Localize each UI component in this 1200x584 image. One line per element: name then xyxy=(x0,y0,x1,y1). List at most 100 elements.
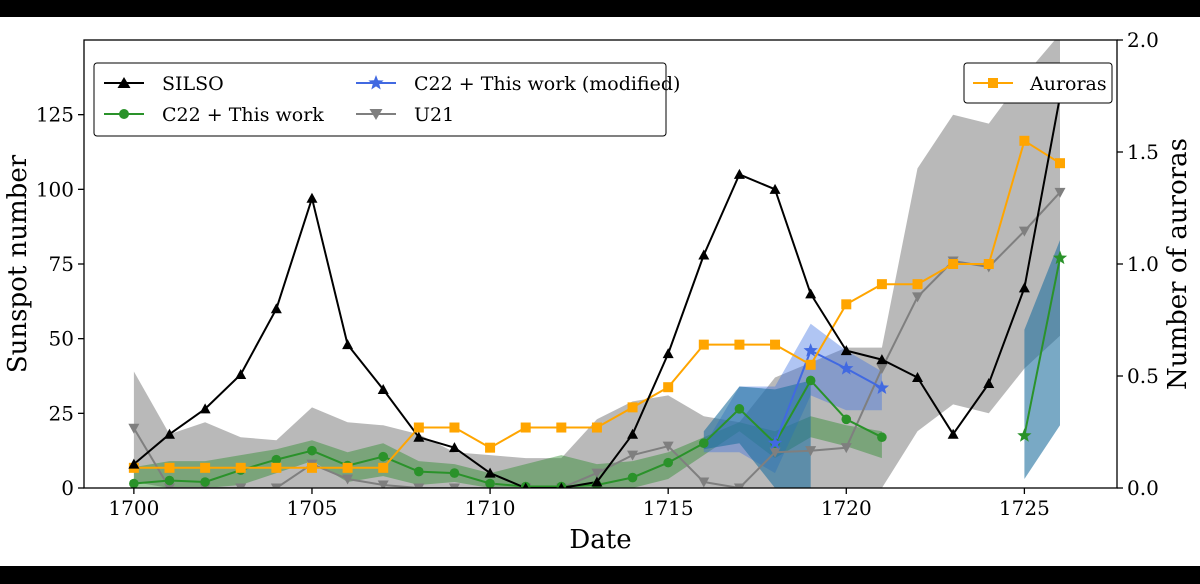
y-right-tick-label-0: 0.0 xyxy=(1127,476,1159,500)
marker-silso-1701 xyxy=(163,428,175,439)
legend-right: Auroras xyxy=(963,62,1113,104)
marker-c22-1717 xyxy=(734,404,745,414)
marker-auroras-1702 xyxy=(200,462,211,473)
marker-auroras-1724 xyxy=(983,259,994,269)
marker-silso-1724 xyxy=(983,377,995,388)
marker-u21-1721 xyxy=(876,364,888,375)
x-tick-label-1700: 1700 xyxy=(108,496,159,520)
marker-auroras-1708 xyxy=(413,422,424,433)
marker-u21-1719 xyxy=(805,446,817,457)
marker-silso-1716 xyxy=(698,249,710,260)
marker-auroras-1721 xyxy=(876,279,887,290)
marker-silso-1706 xyxy=(342,339,354,350)
legend-marker-auroras xyxy=(988,78,998,88)
marker-auroras-1722 xyxy=(912,279,923,290)
marker-u21-1713 xyxy=(591,468,603,479)
marker-u21-1701 xyxy=(163,483,175,488)
legend-left: SILSO C22 + This work C22 + This work (m… xyxy=(93,62,680,137)
marker-auroras-1713 xyxy=(591,422,602,433)
x-tick-label-1725: 1725 xyxy=(999,496,1050,520)
y-right-tick-label-1.5: 1.5 xyxy=(1127,140,1159,164)
y-axis-label-left: Sunspot number xyxy=(3,154,33,373)
x-axis-label: Date xyxy=(569,525,631,555)
marker-silso-1719 xyxy=(805,288,817,299)
axes: 1700 1705 1710 1715 1720 1725 0 25 50 75 100 125 0.0… xyxy=(36,28,1159,520)
line-c22-mod xyxy=(774,349,883,444)
marker-c22-1702 xyxy=(200,477,210,487)
marker-silso-1713 xyxy=(591,476,603,487)
marker-u21-1704 xyxy=(270,483,282,488)
marker-c22-1707 xyxy=(378,451,389,462)
legend-item-u21: U21 xyxy=(356,104,454,126)
marker-silso-1723 xyxy=(947,428,959,439)
marker-c22-1708 xyxy=(414,466,424,477)
y-left-tick-label-25: 25 xyxy=(49,401,74,425)
marker-silso-1714 xyxy=(627,428,639,439)
y-right-tick-label-2: 2.0 xyxy=(1127,28,1159,52)
marker-auroras-1719 xyxy=(805,359,816,370)
marker-silso-1707 xyxy=(377,383,389,394)
legend-item-c22: C22 + This work xyxy=(104,104,324,126)
legend-label-silso: SILSO xyxy=(162,73,224,95)
marker-auroras-1720 xyxy=(841,299,852,310)
marker-u21-1725 xyxy=(1018,226,1030,237)
marker-silso-1705 xyxy=(306,192,318,203)
x-tick-label-1710: 1710 xyxy=(465,496,516,520)
marker-u21-1708 xyxy=(413,483,425,488)
x-tick-label-1715: 1715 xyxy=(643,496,694,520)
y-right-tick-label-0.5: 0.5 xyxy=(1127,364,1159,388)
marker-auroras-1718 xyxy=(770,339,781,350)
marker-u21-1707 xyxy=(377,480,389,488)
marker-auroras-1723 xyxy=(948,259,959,269)
legend-item-auroras: Auroras xyxy=(973,73,1107,95)
marker-c22-1705 xyxy=(307,445,317,456)
y-left-tick-label-50: 50 xyxy=(49,327,74,351)
marker-c22-1721 xyxy=(877,432,887,443)
marker-c22-1709 xyxy=(449,468,460,478)
legend-marker-silso xyxy=(117,77,131,88)
marker-c22-1716 xyxy=(699,438,709,449)
marker-silso-1718 xyxy=(769,183,781,194)
y-left-tick-label-125: 125 xyxy=(36,103,74,127)
marker-silso-1721 xyxy=(876,354,888,365)
marker-u21-1706 xyxy=(342,474,354,485)
marker-auroras-1715 xyxy=(663,382,674,393)
legend-label-u21: U21 xyxy=(414,104,454,126)
legend-marker-c22-modified xyxy=(368,75,384,90)
y-left-tick-label-0: 0 xyxy=(61,476,74,500)
marker-c22-1710 xyxy=(485,478,495,488)
marker-auroras-1710 xyxy=(485,442,496,453)
marker-auroras-1703 xyxy=(235,462,246,473)
marker-u21-1716 xyxy=(698,477,710,488)
line-c22 xyxy=(133,379,883,488)
marker-auroras-1726 xyxy=(1055,158,1066,169)
marker-u21-1717 xyxy=(733,483,745,488)
marker-silso-1720 xyxy=(840,345,852,356)
marker-silso-1704 xyxy=(270,303,282,314)
marker-u21-1718 xyxy=(769,447,781,458)
marker-auroras-1707 xyxy=(378,462,389,473)
marker-u21-1726 xyxy=(1054,187,1066,198)
marker-c22-1700 xyxy=(129,478,139,488)
x-tick-label-1720: 1720 xyxy=(821,496,872,520)
marker-silso-1711 xyxy=(522,482,529,488)
marker-silso-1709 xyxy=(448,442,460,453)
marker-silso-1700 xyxy=(128,458,140,469)
marker-c22-1719 xyxy=(805,375,816,386)
marker-auroras-1701 xyxy=(164,462,175,473)
legend-label-c22: C22 + This work xyxy=(162,104,324,126)
marker-silso-1708 xyxy=(413,431,425,442)
legend-marker-u21 xyxy=(369,109,383,120)
marker-auroras-1709 xyxy=(449,422,460,433)
marker-c22-mod-1718 xyxy=(767,435,783,450)
marker-silso-1710 xyxy=(484,467,496,478)
y-left-tick-label-100: 100 xyxy=(36,177,74,201)
marker-u21-1722 xyxy=(912,292,924,303)
y-axis-label-right: Number of auroras xyxy=(1163,138,1193,390)
marker-c22-1701 xyxy=(164,475,175,486)
marker-silso-1725 xyxy=(1018,282,1030,293)
marker-c22-1714 xyxy=(627,472,638,483)
marker-silso-1715 xyxy=(662,348,674,359)
legend-label-c22-modified: C22 + This work (modified) xyxy=(414,73,680,95)
marker-u21-1715 xyxy=(662,441,674,452)
